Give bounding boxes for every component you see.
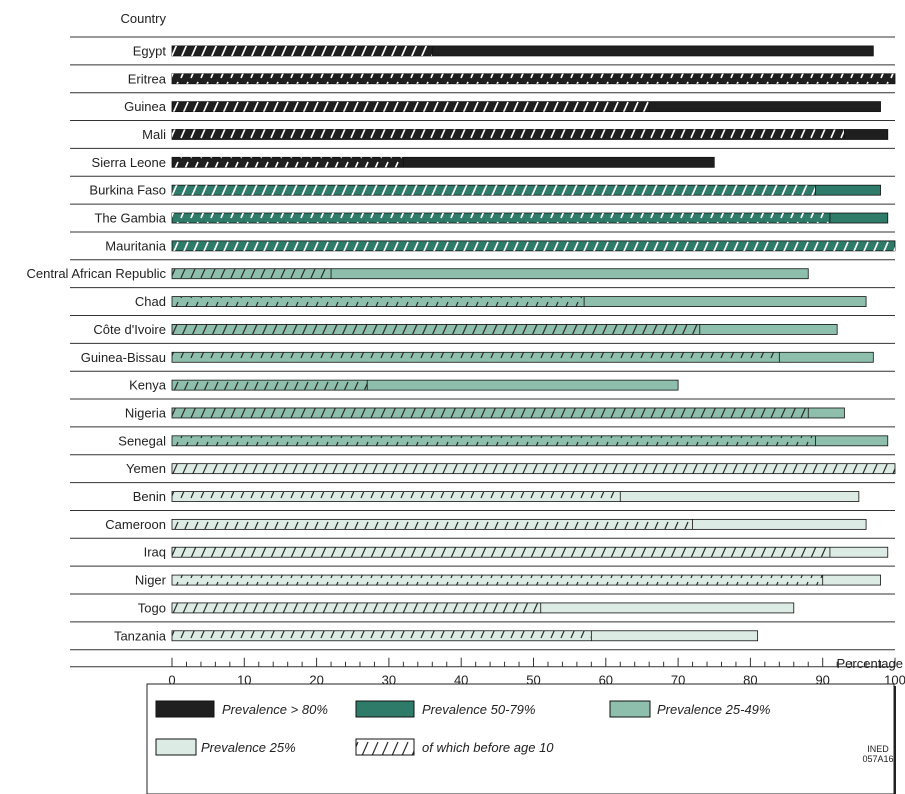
bar-before-age-10 [172, 268, 332, 279]
bar-before-age-10 [172, 547, 830, 558]
country-label: Senegal [118, 433, 166, 448]
country-label: Benin [133, 489, 166, 504]
country-label: Guinea-Bissau [81, 350, 166, 365]
legend-swatch-hatch [355, 738, 415, 756]
legend-label-hatch: of which before age 10 [422, 740, 554, 755]
country-label: Mauritania [105, 238, 166, 253]
bar-before-age-10 [172, 519, 693, 530]
category-header: Country [120, 11, 166, 26]
bar-before-age-10 [172, 630, 592, 641]
bar-before-age-10 [172, 129, 845, 140]
source-code-line1: INED [867, 744, 889, 754]
x-axis-label: Percentage [837, 656, 904, 671]
country-label: Cameroon [105, 517, 166, 532]
country-label: Chad [135, 294, 166, 309]
bar-before-age-10 [172, 213, 830, 224]
country-label: Togo [138, 600, 166, 615]
bar-before-age-10 [172, 157, 404, 168]
bar-before-age-10 [172, 73, 895, 84]
bar-before-age-10 [172, 491, 621, 502]
country-label: Mali [142, 127, 166, 142]
country-label: The Gambia [94, 211, 166, 226]
bar-before-age-10 [172, 380, 368, 391]
bar-before-age-10 [172, 296, 585, 307]
country-label: Niger [135, 573, 167, 588]
legend: Prevalence > 80% Prevalence 50-79% Preva… [146, 683, 896, 794]
legend-swatch-glow [155, 738, 197, 756]
legend-label-g50: Prevalence 50-79% [422, 702, 535, 717]
country-label: Central African Republic [27, 266, 167, 281]
chart-bars [171, 45, 896, 642]
legend-frame [146, 683, 895, 794]
x-axis: 0 10 20 30 40 50 60 70 80 90 100 [70, 657, 905, 688]
bar-before-age-10 [172, 240, 895, 251]
legend-label-glow: Prevalence 25% [201, 740, 296, 755]
legend-label-g25: Prevalence 25-49% [657, 702, 770, 717]
country-label: Iraq [144, 545, 166, 560]
country-label: Kenya [129, 378, 167, 393]
country-label: Nigeria [125, 405, 167, 420]
bar-before-age-10 [172, 324, 700, 335]
legend-swatch-g50 [355, 700, 415, 718]
country-label: Burkina Faso [89, 183, 166, 198]
country-label: Côte d'Ivoire [93, 322, 166, 337]
bar-before-age-10 [172, 463, 895, 474]
country-label: Yemen [126, 461, 166, 476]
bar-before-age-10 [172, 101, 650, 112]
country-label: Egypt [133, 43, 167, 58]
legend-label-g80: Prevalence > 80% [222, 702, 328, 717]
country-label: Eritrea [128, 71, 167, 86]
country-label: Tanzania [114, 628, 167, 643]
chart-rows: Egypt Eritrea Guinea Mali Sierra Leone Burkin… [27, 36, 895, 651]
source-code-line2: 057A16 [862, 754, 893, 764]
bar-before-age-10 [172, 185, 816, 196]
legend-swatch-g25 [609, 700, 651, 718]
country-label: Sierra Leone [92, 155, 166, 170]
country-label: Guinea [124, 99, 167, 114]
x-tick-label: 0 [168, 673, 175, 688]
legend-swatch-g80 [155, 700, 215, 718]
bar-before-age-10 [172, 575, 823, 586]
bar-before-age-10 [172, 45, 433, 56]
bar-before-age-10 [172, 352, 780, 363]
bar-before-age-10 [172, 602, 541, 613]
bar-before-age-10 [172, 407, 809, 418]
bar-before-age-10 [172, 435, 816, 446]
